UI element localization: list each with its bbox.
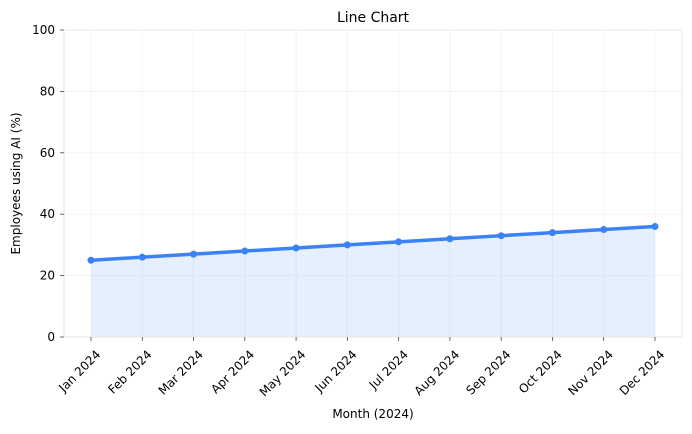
x-tick-label: Jun 2024: [312, 347, 360, 395]
area-fill-layer: [91, 226, 655, 337]
data-point: [600, 226, 608, 234]
x-tick-label: Mar 2024: [156, 347, 206, 397]
data-point: [241, 247, 249, 255]
data-point: [343, 241, 351, 249]
data-point: [292, 244, 300, 252]
x-tick-label: Feb 2024: [105, 347, 154, 396]
y-tick-label: 80: [40, 84, 55, 98]
series-area-fill: [91, 226, 655, 337]
chart-title: Line Chart: [337, 10, 410, 26]
x-tick-label: Sep 2024: [463, 347, 513, 397]
plot-frame: [63, 29, 683, 338]
x-tick-label: Apr 2024: [208, 347, 257, 396]
data-point: [548, 229, 556, 237]
x-axis: Jan 2024 Feb 2024 Mar 2024 Apr 2024 May 2024…: [55, 337, 667, 399]
data-point: [138, 253, 146, 261]
y-tick-label: 40: [40, 207, 55, 221]
x-tick-label: Jan 2024: [55, 347, 103, 395]
data-point: [190, 250, 198, 258]
x-tick-label: Jul 2024: [366, 347, 411, 392]
data-point: [651, 222, 659, 230]
x-tick-label: Nov 2024: [565, 347, 616, 398]
y-axis: 0 20 40 60 80 100: [32, 23, 64, 344]
y-tick-label: 20: [40, 269, 55, 283]
data-point: [446, 235, 454, 243]
x-tick-label: Dec 2024: [617, 347, 668, 398]
data-point: [87, 256, 95, 264]
series-markers-layer: [87, 222, 659, 264]
y-tick-label: 0: [47, 330, 55, 344]
data-point: [395, 238, 403, 246]
data-point: [497, 232, 505, 240]
x-tick-label: Oct 2024: [516, 347, 565, 396]
y-tick-label: 100: [32, 23, 55, 37]
series-line: [89, 224, 657, 262]
x-tick-label: May 2024: [257, 347, 309, 399]
series-line-layer: [89, 224, 657, 262]
y-tick-label: 60: [40, 146, 55, 160]
x-tick-label: Aug 2024: [411, 347, 462, 398]
x-axis-label: Month (2024): [332, 407, 413, 421]
y-axis-label: Employees using AI (%): [9, 112, 23, 254]
